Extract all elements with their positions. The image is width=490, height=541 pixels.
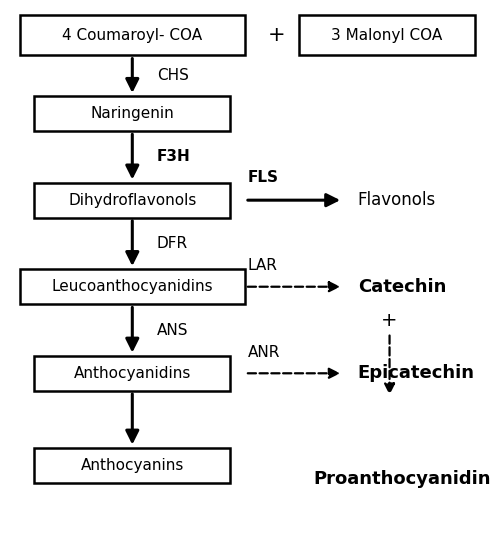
- Text: Leucoanthocyanidins: Leucoanthocyanidins: [51, 279, 213, 294]
- Text: CHS: CHS: [157, 68, 189, 83]
- Text: Catechin: Catechin: [358, 278, 446, 296]
- Text: FLS: FLS: [247, 170, 278, 185]
- Text: Naringenin: Naringenin: [91, 106, 174, 121]
- Text: LAR: LAR: [247, 258, 277, 273]
- Text: ANS: ANS: [157, 322, 188, 338]
- Text: F3H: F3H: [157, 149, 191, 164]
- Text: ANR: ANR: [247, 345, 280, 360]
- Text: 4 Coumaroyl- COA: 4 Coumaroyl- COA: [62, 28, 202, 43]
- Text: Anthocyanidins: Anthocyanidins: [74, 366, 191, 381]
- Text: Dihydroflavonols: Dihydroflavonols: [68, 193, 196, 208]
- FancyBboxPatch shape: [34, 448, 230, 483]
- Text: Flavonols: Flavonols: [358, 191, 436, 209]
- Text: Epicatechin: Epicatechin: [358, 364, 475, 382]
- FancyBboxPatch shape: [20, 15, 245, 56]
- Text: +: +: [381, 311, 398, 330]
- FancyBboxPatch shape: [34, 356, 230, 391]
- Text: Anthocyanins: Anthocyanins: [81, 458, 184, 473]
- Text: 3 Malonyl COA: 3 Malonyl COA: [331, 28, 443, 43]
- FancyBboxPatch shape: [20, 269, 245, 304]
- Text: Proanthocyanidins: Proanthocyanidins: [314, 470, 490, 488]
- FancyBboxPatch shape: [34, 96, 230, 131]
- FancyBboxPatch shape: [299, 15, 475, 56]
- Text: +: +: [268, 25, 286, 45]
- FancyBboxPatch shape: [34, 182, 230, 217]
- Text: DFR: DFR: [157, 236, 188, 251]
